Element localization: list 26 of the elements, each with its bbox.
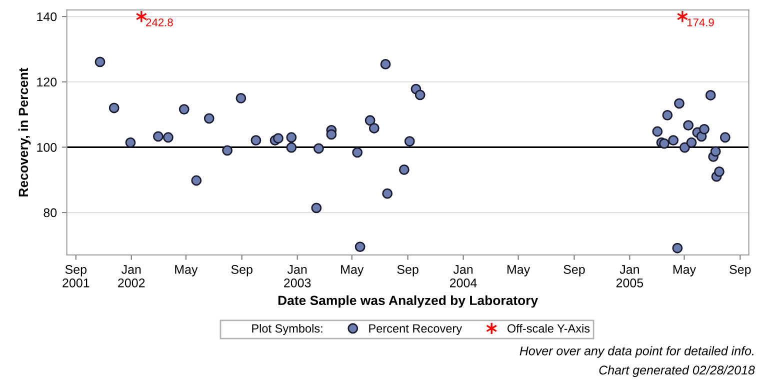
y-tick-label: 80 [44, 208, 57, 218]
x-tick-label: May [673, 265, 696, 276]
x-tick-label: Sep [730, 265, 751, 276]
x-axis-title: Date Sample was Analyzed by Laboratory [278, 295, 538, 308]
legend-title: Plot Symbols: [252, 324, 322, 335]
x-tick-label: Jan 2002 [118, 265, 145, 288]
annotation: 242.8 [146, 18, 173, 26]
legend-label: Off-scale Y-Axis [507, 324, 590, 333]
y-tick-label: 100 [37, 142, 57, 152]
x-tick-label: Jan 2005 [616, 265, 644, 288]
x-tick-label: Jan 2003 [284, 265, 311, 288]
x-tick-label: May [341, 265, 364, 276]
annotation: 174.9 [687, 18, 714, 26]
y-axis-title: Recovery, in Percent [18, 68, 31, 196]
text: Chart generated 02/28/2018 [599, 365, 755, 377]
x-tick-label: Jan 2004 [450, 265, 477, 288]
y-tick-label: 140 [37, 12, 57, 22]
x-tick-label: Sep 2001 [62, 265, 90, 288]
legend-label: Percent Recovery [369, 324, 462, 335]
text: Hover over any data point for detailed info. [520, 346, 754, 358]
x-tick-label: Sep [564, 265, 585, 276]
x-tick-label: May [508, 265, 530, 276]
x-tick-label: May [175, 265, 198, 276]
x-tick-label: Sep [397, 265, 418, 276]
y-tick-label: 120 [37, 78, 57, 86]
x-tick-label: Sep [231, 265, 252, 276]
